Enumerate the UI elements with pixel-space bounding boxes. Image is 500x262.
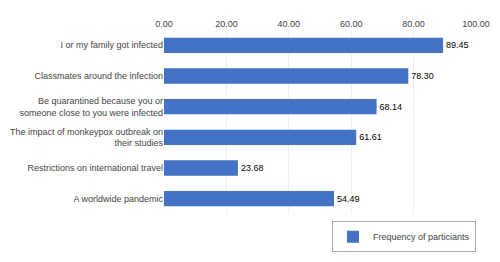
svg-text:100.00: 100.00 bbox=[462, 19, 490, 29]
svg-text:68.14: 68.14 bbox=[380, 102, 403, 112]
svg-text:80.00: 80.00 bbox=[402, 19, 425, 29]
svg-text:78.30: 78.30 bbox=[411, 71, 434, 81]
svg-text:0.00: 0.00 bbox=[155, 19, 173, 29]
svg-text:Be quarantined because you ors: Be quarantined because you orsomeone clo… bbox=[19, 96, 163, 118]
svg-text:60.00: 60.00 bbox=[340, 19, 363, 29]
svg-text:54.49: 54.49 bbox=[337, 194, 360, 204]
svg-text:A worldwide pandemic: A worldwide pandemic bbox=[73, 194, 163, 204]
svg-text:I or my family got infected: I or my family got infected bbox=[60, 40, 163, 50]
svg-text:Classmates around the infectio: Classmates around the infection bbox=[34, 71, 163, 81]
svg-text:40.00: 40.00 bbox=[278, 19, 301, 29]
svg-text:23.68: 23.68 bbox=[241, 163, 264, 173]
svg-text:Restrictions on international: Restrictions on international travel bbox=[27, 163, 163, 173]
svg-text:61.61: 61.61 bbox=[359, 132, 382, 142]
svg-text:Frequency of particiants: Frequency of particiants bbox=[373, 232, 470, 242]
svg-text:The impact of monkeypox outbre: The impact of monkeypox outbreak ontheir… bbox=[10, 127, 164, 149]
svg-text:20.00: 20.00 bbox=[215, 19, 238, 29]
svg-text:89.45: 89.45 bbox=[446, 40, 469, 50]
